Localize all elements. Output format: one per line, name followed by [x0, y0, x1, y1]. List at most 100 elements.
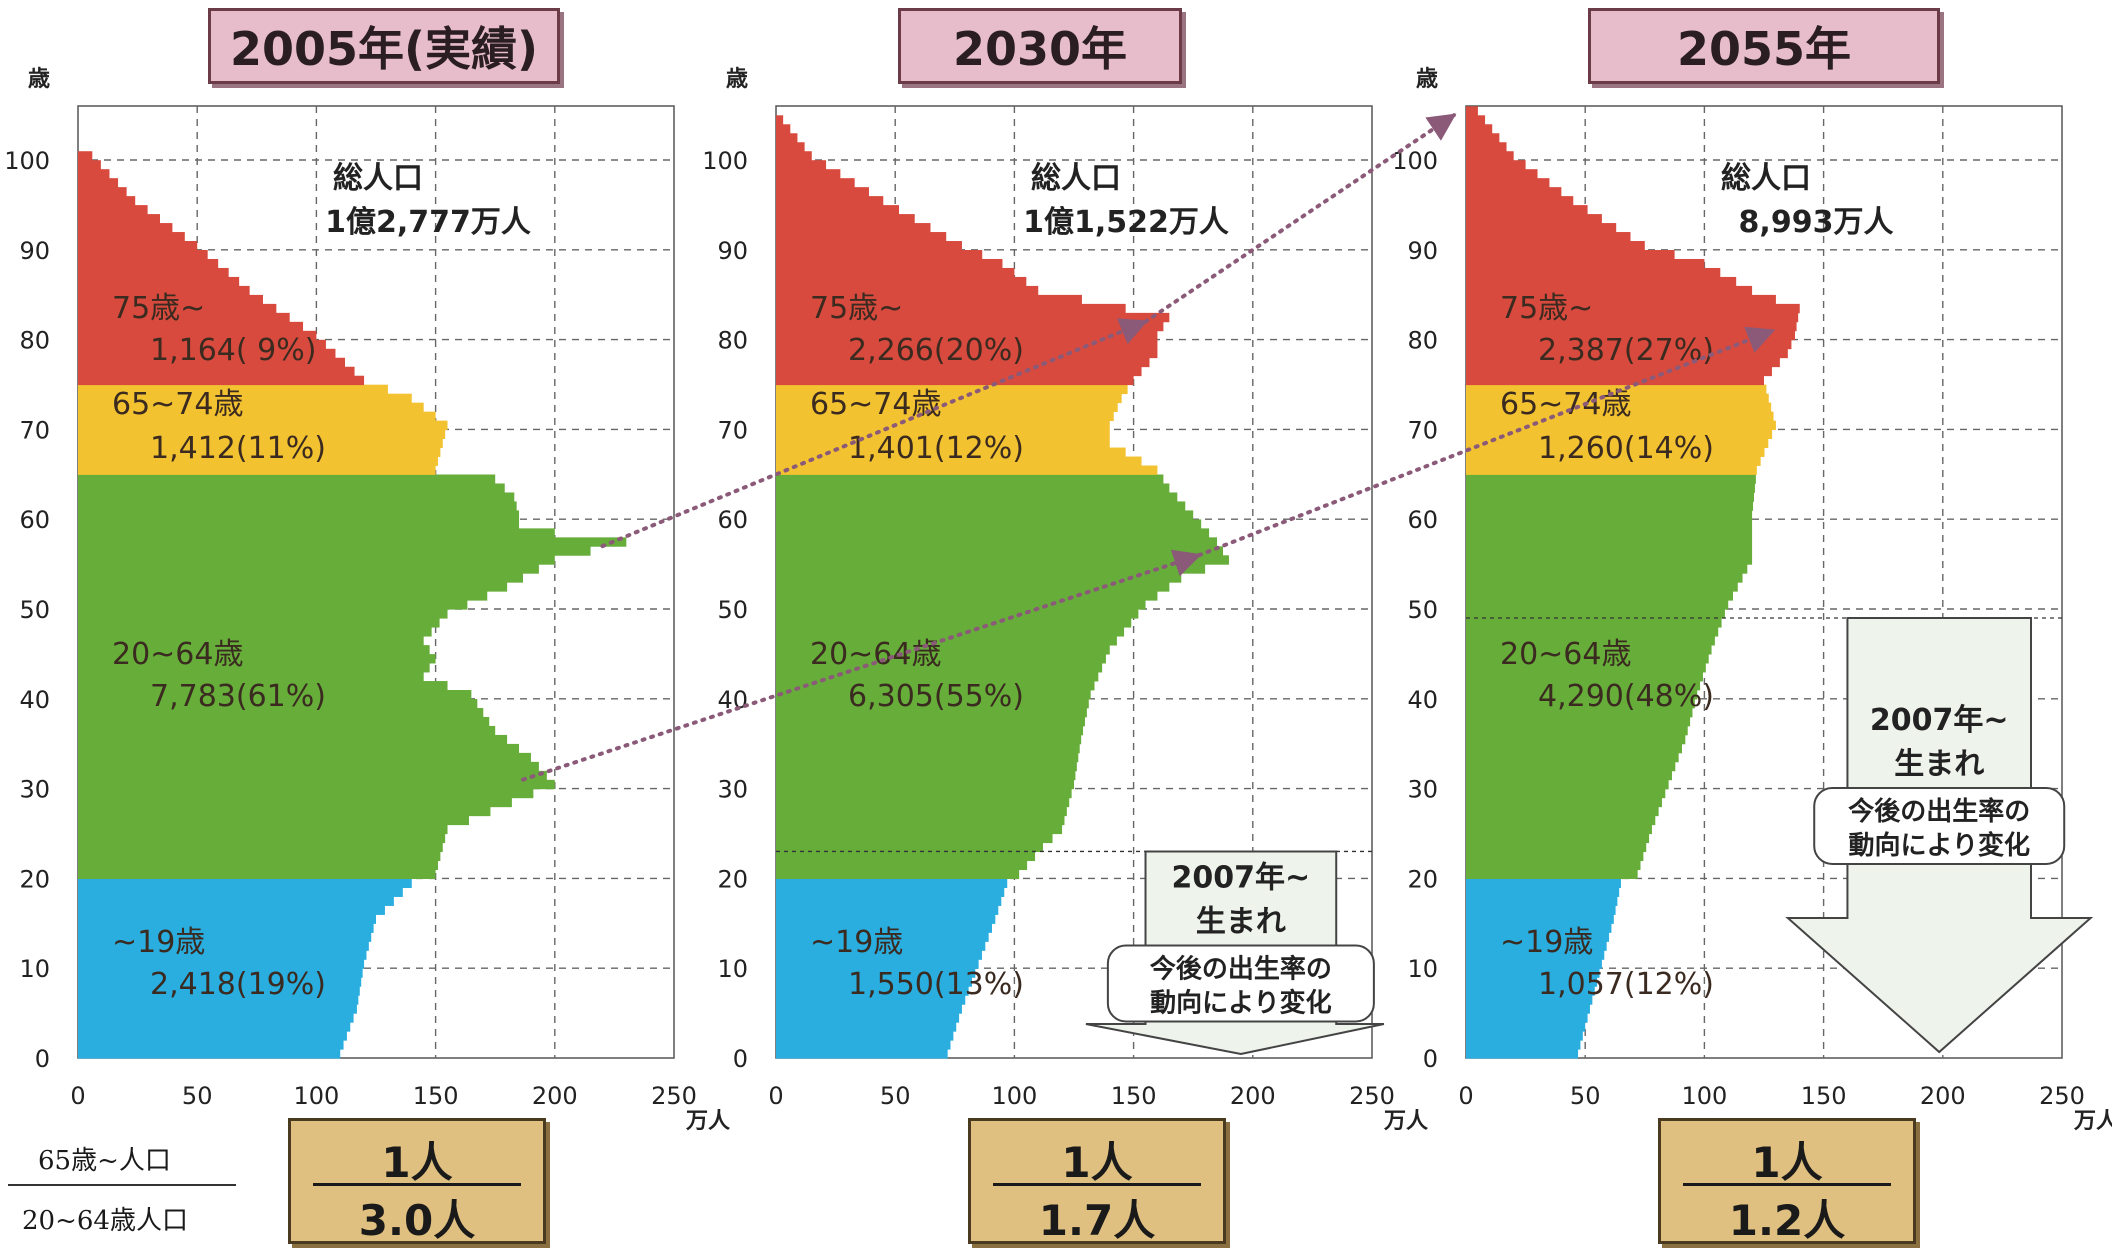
age-bar	[78, 393, 412, 404]
age-bar	[776, 393, 1122, 404]
age-bar	[776, 205, 900, 215]
age-bar	[1466, 339, 1792, 350]
ratio-numerator: 1人	[381, 1138, 453, 1187]
ratio-legend-line	[8, 1184, 236, 1186]
age-bar	[776, 968, 976, 978]
age-bar	[1466, 887, 1620, 897]
cohort-title-line1: 2007年~	[1870, 703, 2009, 738]
age-bar	[1466, 941, 1607, 951]
age-bar	[78, 564, 539, 574]
age-bar	[1466, 609, 1725, 619]
age-bar	[1466, 618, 1722, 628]
total-population-value: 8,993万人	[1739, 205, 1894, 240]
y-tick-label: 20	[717, 865, 748, 893]
age-bar	[1466, 196, 1574, 206]
age-bar	[776, 151, 812, 161]
age-bar	[78, 357, 346, 368]
y-tick-label: 90	[1407, 237, 1438, 265]
age-group-value: 4,290(48%)	[1538, 679, 1714, 714]
age-bar	[776, 276, 1027, 287]
cohort-shift-arrow	[521, 549, 1202, 782]
age-bar	[78, 537, 627, 547]
age-bar	[78, 1049, 341, 1059]
age-bar	[776, 627, 1125, 637]
age-bar	[1466, 851, 1644, 862]
age-bar	[78, 573, 524, 583]
age-bar	[78, 492, 515, 502]
age-bar	[78, 241, 198, 251]
age-bar	[78, 169, 110, 179]
age-bar	[1466, 205, 1588, 215]
age-bar	[78, 950, 367, 960]
age-bar	[1466, 636, 1715, 646]
age-bar	[78, 178, 119, 188]
age-bar	[78, 303, 277, 314]
x-tick-label: 50	[1570, 1082, 1601, 1110]
age-group-value: 2,387(27%)	[1538, 333, 1714, 368]
age-bar	[1466, 321, 1797, 332]
age-bar	[776, 169, 841, 179]
age-bar	[776, 672, 1099, 682]
age-bar	[1466, 600, 1729, 610]
age-bar	[78, 151, 93, 161]
age-bar	[776, 806, 1067, 817]
age-bar	[78, 582, 508, 592]
age-group-value: 2,418(19%)	[150, 967, 326, 1002]
age-bar	[776, 959, 979, 969]
age-bar	[776, 330, 1158, 341]
age-bar	[78, 187, 127, 197]
ratio-denominator: 3.0人	[358, 1196, 476, 1245]
cohort-note-bubble	[1106, 944, 1375, 1023]
y-tick-label: 80	[717, 327, 748, 355]
age-bar	[78, 366, 355, 377]
age-bar	[1466, 366, 1772, 377]
age-bar	[1466, 285, 1753, 296]
age-bar	[776, 115, 784, 125]
age-bar	[1466, 663, 1706, 673]
age-bar	[1466, 842, 1647, 853]
age-bar	[78, 1031, 347, 1041]
age-bar	[776, 1031, 954, 1041]
age-group-value: 1,401(12%)	[848, 431, 1024, 466]
y-tick-label: 70	[19, 416, 50, 444]
age-bar	[1466, 1031, 1583, 1041]
y-tick-label: 40	[717, 686, 748, 714]
age-bar	[1466, 878, 1621, 888]
age-bar	[78, 438, 443, 448]
age-bar	[78, 636, 424, 646]
y-axis-unit: 歳	[1416, 67, 1438, 92]
age-bar	[78, 896, 394, 906]
age-bar	[78, 591, 488, 601]
age-bar	[1466, 142, 1507, 152]
age-bar	[776, 447, 1126, 457]
age-group-label: 20~64歳	[112, 637, 243, 672]
age-bar	[776, 285, 1039, 296]
age-group-label: 20~64歳	[810, 637, 941, 672]
age-bar	[776, 124, 791, 134]
age-bar	[1466, 806, 1659, 817]
age-bar	[78, 465, 436, 475]
cohort-note-bubble	[1813, 786, 2066, 865]
age-bar	[78, 232, 185, 242]
cohort-title-line2: 生まれ	[1196, 904, 1286, 939]
age-bar	[78, 402, 424, 413]
age-bar	[776, 456, 1142, 466]
age-bar	[78, 887, 403, 897]
age-bar	[1466, 276, 1737, 287]
age-bar	[776, 267, 1015, 278]
age-bar	[1466, 977, 1598, 987]
age-bar	[1466, 555, 1753, 565]
x-tick-label: 200	[1920, 1082, 1966, 1110]
age-bar	[78, 528, 555, 538]
age-bar	[776, 178, 855, 188]
ratio-line	[1683, 1183, 1891, 1186]
age-bar	[78, 707, 484, 718]
age-bar	[776, 241, 962, 251]
age-bar	[78, 824, 448, 835]
age-bar	[1466, 447, 1765, 457]
age-group-label: 20~64歳	[1500, 637, 1631, 672]
age-bar	[1466, 492, 1754, 502]
total-population-label: 総人口	[1031, 161, 1121, 196]
age-bar	[1466, 456, 1761, 466]
